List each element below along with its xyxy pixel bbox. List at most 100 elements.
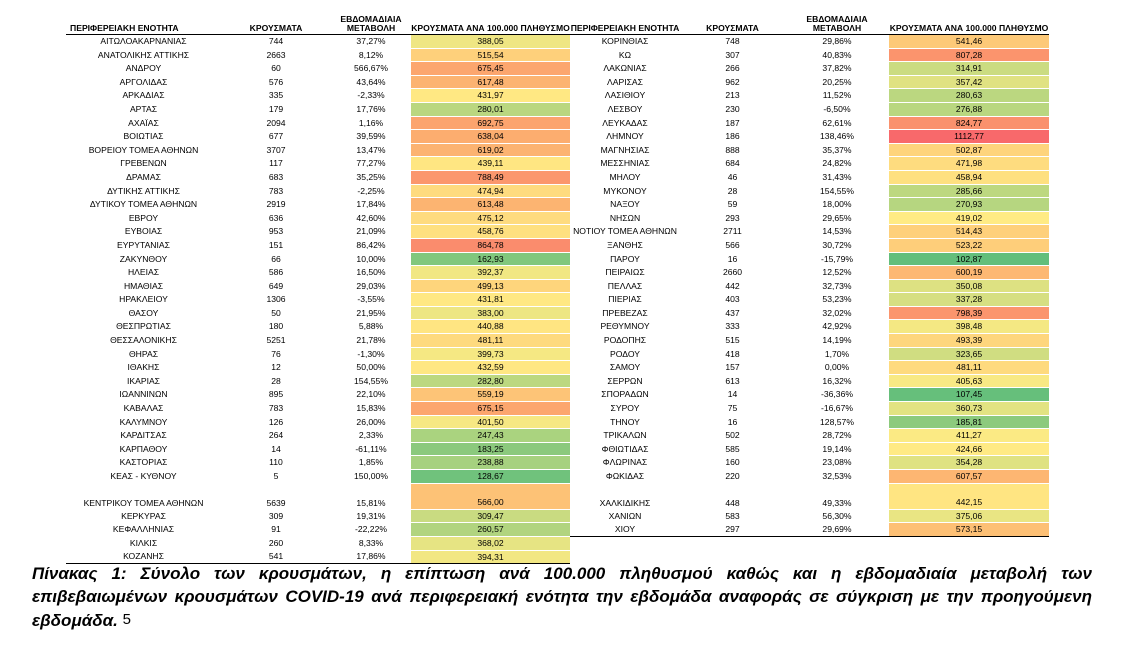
region-cell: ΚΙΛΚΙΣ	[129, 537, 158, 548]
cases-per-100k-cell: 675,15	[411, 401, 570, 416]
cases-per-100k-cell: 514,43	[889, 224, 1049, 239]
cases-per-100k-cell: 270,93	[889, 197, 1049, 212]
cases-cell: 418	[725, 348, 740, 359]
cases-table-left: ΠΕΡΙΦΕΡΕΙΑΚΗ ΕΝΟΤΗΤΑ ΚΡΟΥΣΜΑΤΑ ΕΒΔΟΜΑΔΙΑ…	[66, 10, 570, 565]
weekly-change-cell: 29,03%	[356, 280, 386, 291]
weekly-change-cell: 19,31%	[356, 510, 386, 521]
region-cell: ΒΟΡΕΙΟΥ ΤΟΜΕΑ ΑΘΗΝΩΝ	[88, 144, 199, 155]
cases-per-100k-cell: 162,93	[411, 252, 570, 267]
table-row: ΛΕΣΒΟΥ 230 -6,50% 276,88	[570, 102, 1049, 117]
cases-per-100k-cell: 440,88	[411, 319, 570, 335]
region-cell: ΓΡΕΒΕΝΩΝ	[120, 158, 167, 169]
cases-per-100k-cell: 419,02	[889, 211, 1049, 226]
weekly-change-cell: 22,10%	[356, 389, 386, 400]
region-cell: ΤΡΙΚΑΛΩΝ	[603, 430, 647, 441]
cases-per-100k-cell: 323,65	[889, 347, 1049, 362]
region-cell: ΔΡΑΜΑΣ	[126, 171, 161, 182]
weekly-change-cell: 32,53%	[822, 471, 852, 481]
region-cell: ΑΧΑΪΑΣ	[128, 117, 159, 128]
weekly-change-cell: 23,08%	[822, 457, 852, 468]
region-cell: ΘΗΡΑΣ	[128, 348, 159, 359]
region-cell: ΠΕΛΛΑΣ	[607, 280, 643, 291]
weekly-change-cell: 21,78%	[356, 335, 386, 346]
cases-per-100k-cell: 431,97	[411, 88, 570, 103]
weekly-change-cell: 53,23%	[822, 294, 852, 305]
cases-per-100k-cell: 474,94	[411, 184, 570, 199]
header-region: ΠΕΡΙΦΕΡΕΙΑΚΗ ΕΝΟΤΗΤΑ	[66, 10, 221, 35]
region-cell: ΚΕΡΚΥΡΑΣ	[121, 510, 166, 521]
cases-cell: 151	[268, 239, 284, 250]
cases-cell: 117	[269, 158, 283, 169]
table-row: ΙΚΑΡΙΑΣ 28 154,55% 282,80	[66, 374, 570, 389]
cases-per-100k-cell: 499,13	[411, 279, 570, 294]
cases-cell: 50	[271, 307, 281, 318]
cases-per-100k-cell: 638,04	[411, 129, 570, 144]
cases-cell: 335	[268, 90, 284, 101]
table-row: ΗΛΕΙΑΣ 586 16,50% 392,37	[66, 265, 570, 280]
weekly-change-cell: -6,50%	[823, 103, 851, 114]
cases-cell: 187	[725, 117, 740, 128]
weekly-change-cell: 0,00%	[824, 362, 850, 373]
weekly-change-cell: 35,37%	[822, 144, 852, 155]
table-row: ΚΑΒΑΛΑΣ 783 15,83% 675,15	[66, 401, 570, 416]
cases-per-100k-cell: 276,88	[889, 102, 1049, 117]
table-row: ΝΗΣΩΝ 293 29,65% 419,02	[570, 211, 1049, 226]
table-row: ΚΑΛΥΜΝΟΥ 126 26,00% 401,50	[66, 415, 570, 430]
region-cell: ΚΕΑΣ - ΚΥΘΝΟΥ	[110, 471, 177, 481]
weekly-change-cell: 8,33%	[358, 537, 384, 548]
region-cell: ΘΑΣΟΥ	[128, 307, 159, 318]
region-cell: ΛΑΣΙΘΙΟΥ	[604, 90, 646, 101]
cases-per-100k-cell: 432,59	[411, 360, 570, 375]
table-row: ΚΟΡΙΝΘΙΑΣ 748 29,86% 541,46	[570, 34, 1049, 49]
table-row: ΖΑΚΥΝΘΟΥ 66 10,00% 162,93	[66, 252, 570, 267]
table-row: ΔΥΤΙΚΗΣ ΑΤΤΙΚΗΣ 783 -2,25% 474,94	[66, 184, 570, 199]
cases-cell: 157	[725, 362, 740, 373]
weekly-change-cell: 56,30%	[822, 510, 852, 521]
cases-cell: 895	[268, 389, 284, 400]
table-row: ΗΜΑΘΙΑΣ 649 29,03% 499,13	[66, 279, 570, 294]
cases-cell: 266	[725, 63, 740, 74]
table-row: ΘΕΣΣΑΛΟΝΙΚΗΣ 5251 21,78% 481,11	[66, 333, 570, 348]
region-cell: ΑΡΓΟΛΙΔΑΣ	[119, 76, 168, 87]
cases-cell: 448	[725, 497, 740, 508]
region-cell: ΝΑΞΟΥ	[610, 199, 640, 210]
weekly-change-cell: 37,27%	[356, 36, 386, 47]
weekly-change-cell: 49,33%	[822, 497, 852, 508]
region-cell: ΧΑΝΙΩΝ	[608, 510, 642, 521]
region-cell: ΣΠΟΡΑΔΩΝ	[601, 389, 649, 400]
weekly-change-cell: 5,88%	[358, 321, 384, 332]
region-cell: ΕΥΡΥΤΑΝΙΑΣ	[117, 239, 170, 250]
cases-per-100k-cell: 788,49	[411, 170, 570, 185]
cases-cell: 586	[268, 267, 284, 278]
weekly-change-cell: 86,42%	[356, 239, 386, 250]
cases-cell: 230	[725, 103, 740, 114]
region-cell: ΝΗΣΩΝ	[609, 212, 641, 223]
cases-cell: 613	[725, 375, 740, 386]
weekly-change-cell: 31,43%	[822, 171, 852, 182]
cases-per-100k-cell: 617,48	[411, 75, 570, 90]
cases-cell: 744	[268, 36, 284, 47]
cases-cell: 264	[268, 430, 284, 441]
cases-per-100k-cell: 824,77	[889, 116, 1049, 131]
weekly-change-cell: 32,73%	[822, 280, 852, 291]
weekly-change-cell: -22,22%	[354, 524, 387, 535]
table-row: ΑΙΤΩΛΟΑΚΑΡΝΑΝΙΑΣ 744 37,27% 388,05	[66, 34, 570, 49]
cases-cell: 5251	[266, 335, 286, 346]
cases-cell: 260	[268, 537, 284, 548]
weekly-change-cell: 35,25%	[356, 171, 386, 182]
weekly-change-cell: 150,00%	[354, 471, 388, 481]
weekly-change-cell: -2,25%	[357, 185, 385, 196]
cases-per-100k-cell: 471,98	[889, 156, 1049, 171]
cases-cell: 677	[268, 131, 284, 142]
cases-per-100k-cell: 613,48	[411, 197, 570, 212]
table-row: ΑΡΚΑΔΙΑΣ 335 -2,33% 431,97	[66, 88, 570, 103]
cases-per-100k-cell: 481,11	[411, 333, 570, 348]
table-row: ΡΟΔΟΥ 418 1,70% 323,65	[570, 347, 1049, 362]
cases-cell: 1306	[266, 294, 286, 305]
cases-per-100k-cell: 314,91	[889, 61, 1049, 76]
region-cell: ΑΡΤΑΣ	[129, 103, 158, 114]
weekly-change-cell: 37,82%	[822, 63, 852, 74]
table-row: ΒΟΡΕΙΟΥ ΤΟΜΕΑ ΑΘΗΝΩΝ 3707 13,47% 619,02	[66, 143, 570, 158]
table-row: ΙΩΑΝΝΙΝΩΝ 895 22,10% 559,19	[66, 387, 570, 403]
table-row: ΧΙΟΥ 297 29,69% 573,15	[570, 522, 1049, 537]
